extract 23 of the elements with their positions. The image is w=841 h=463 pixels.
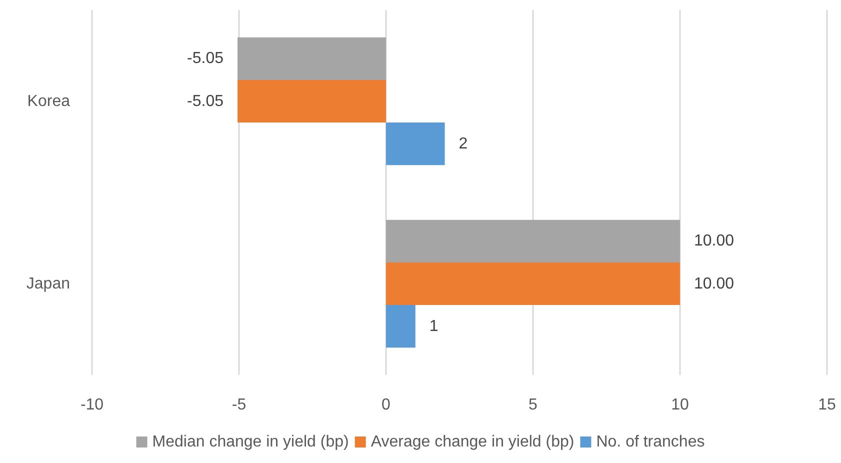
data-label: 10.00 [694,275,734,292]
x-tick-label: -5 [232,396,246,414]
x-tick-label: -10 [80,396,104,414]
x-tick-label: 0 [382,396,391,414]
data-label: 2 [458,135,468,152]
bar [238,80,386,123]
data-label: 10.00 [694,232,734,250]
y-tick-label: Korea [27,92,70,110]
bar [386,122,445,166]
legend-label: No. of tranches [596,434,705,450]
bar [238,37,386,80]
x-tick-label: 10 [671,396,689,414]
legend-label: Median change in yield (bp) [152,434,349,450]
data-label: -5.05 [187,50,224,68]
data-label: -5.05 [187,92,224,110]
data-label: 1 [429,318,438,335]
bar [386,220,680,262]
legend-label: Average change in yield (bp) [370,434,574,450]
y-tick-label: Japan [26,275,70,292]
x-tick-label: 15 [818,396,836,414]
x-tick-label: 5 [528,396,538,414]
bar [386,262,680,306]
bar [386,305,416,348]
